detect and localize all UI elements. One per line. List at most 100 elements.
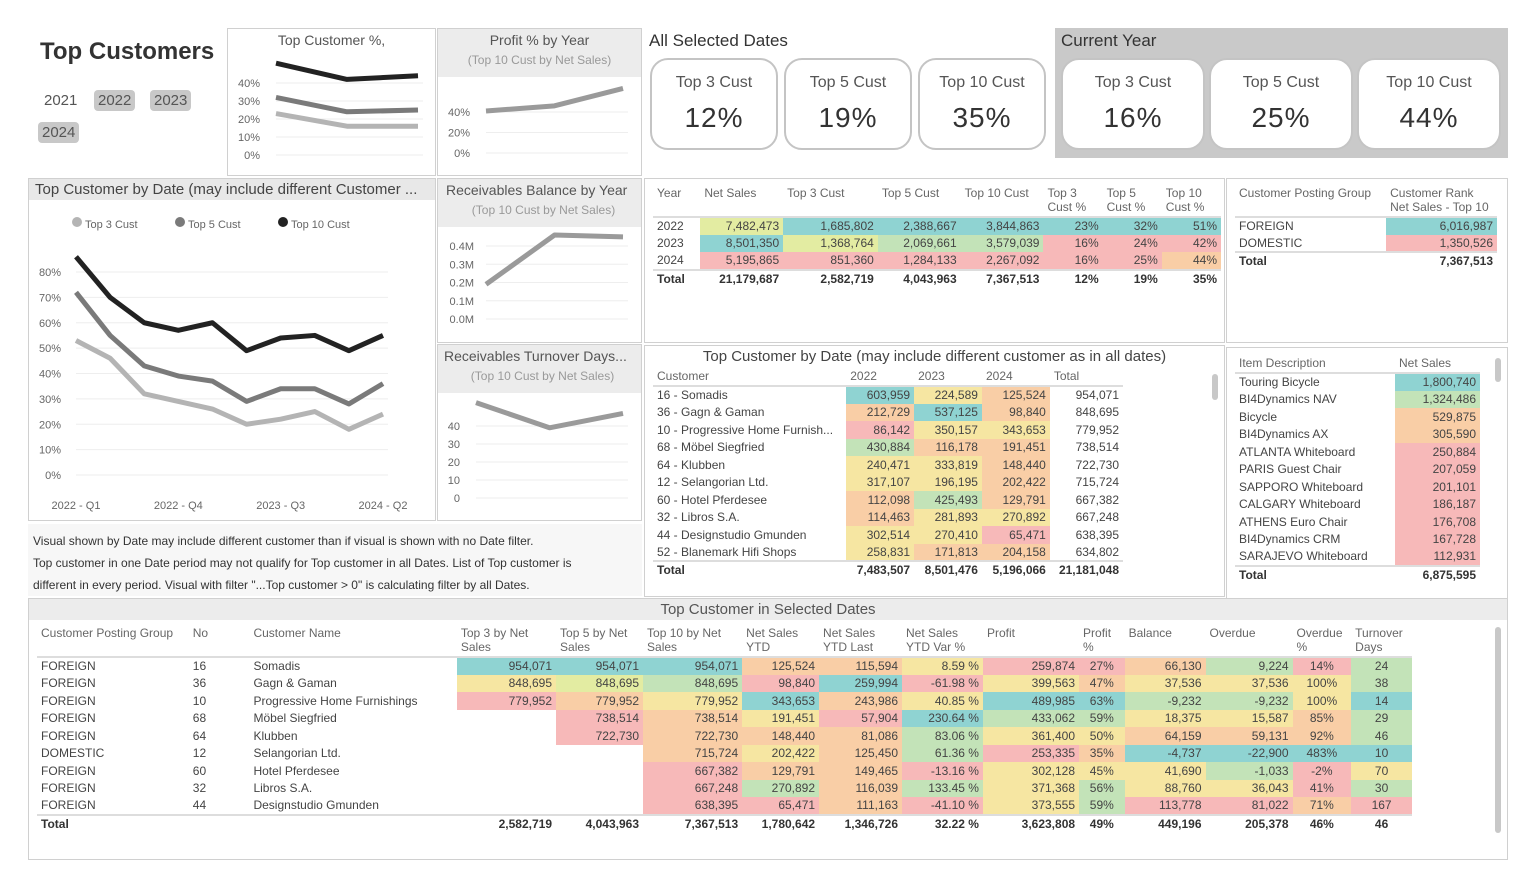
column-header[interactable]: Year bbox=[653, 184, 701, 218]
table-row[interactable]: FOREIGN 64 Klubben 722,730 722,730 148,440 81,… bbox=[37, 727, 1412, 745]
table-row[interactable]: 36 - Gagn & Gaman 212,729 537,125 98,840 848… bbox=[653, 403, 1123, 421]
table-cell: 44% bbox=[1161, 252, 1221, 270]
total-row: Total 21,179,687 2,582,719 4,043,963 7,367,5… bbox=[653, 268, 1221, 287]
table-row[interactable]: 32 - Libros S.A. 114,463 281,893 270,892 667… bbox=[653, 508, 1123, 526]
table-cell bbox=[457, 780, 556, 798]
table-cell: FOREIGN bbox=[41, 676, 96, 691]
total-cell: 46% bbox=[1292, 813, 1352, 832]
column-header[interactable]: Net Sales bbox=[1395, 354, 1480, 374]
y-tick-label: 0% bbox=[244, 150, 260, 162]
year-2021[interactable]: 2021 bbox=[44, 92, 78, 109]
date-table-panel: Top Customer by Date (may include differ… bbox=[644, 345, 1225, 597]
table-cell: 16 - Somadis bbox=[657, 388, 728, 403]
column-header[interactable]: Overdue % bbox=[1292, 624, 1352, 658]
table-cell: 848,695 bbox=[556, 674, 644, 692]
table-cell: 529,875 bbox=[1395, 408, 1480, 426]
table-row[interactable]: DOMESTIC 1,350,526 bbox=[1235, 234, 1497, 252]
column-header[interactable]: Top 10 by Net Sales bbox=[643, 624, 743, 658]
column-header[interactable]: Top 3 Cust % bbox=[1043, 184, 1103, 218]
column-header[interactable]: No bbox=[188, 624, 250, 658]
y-tick-label: 30% bbox=[238, 96, 260, 108]
table-cell: 52 - Blanemark Hifi Shops bbox=[657, 544, 797, 559]
table-cell: 399,563 bbox=[982, 674, 1080, 692]
column-header[interactable]: Net Sales bbox=[700, 184, 784, 218]
column-header[interactable]: 2022 bbox=[846, 367, 915, 387]
table-row[interactable]: BI4Dynamics AX 305,590 bbox=[1235, 425, 1480, 443]
table-cell: 1,685,802 bbox=[783, 217, 878, 235]
table-row[interactable]: FOREIGN 60 Hotel Pferdesee 667,382 129,791 14… bbox=[37, 762, 1412, 780]
table-cell: 715,724 bbox=[643, 744, 743, 762]
table-row[interactable]: BI4Dynamics NAV 1,324,486 bbox=[1235, 390, 1480, 408]
column-header[interactable]: Net Sales YTD Var % bbox=[902, 624, 983, 658]
column-header[interactable]: Net Sales YTD Last bbox=[819, 624, 902, 658]
scrollbar[interactable] bbox=[1495, 627, 1501, 833]
table-row[interactable]: CALGARY Whiteboard 186,187 bbox=[1235, 495, 1480, 513]
column-header[interactable]: Overdue bbox=[1205, 624, 1293, 658]
table-row[interactable]: SAPPORO Whiteboard 201,101 bbox=[1235, 478, 1480, 496]
column-header[interactable]: Top 3 by Net Sales bbox=[456, 624, 557, 658]
column-header[interactable]: Net Sales YTD bbox=[742, 624, 820, 658]
table-row[interactable]: 16 - Somadis 603,959 224,589 125,524 954,071 bbox=[653, 386, 1123, 404]
column-header[interactable]: Item Description bbox=[1235, 354, 1395, 374]
column-header[interactable]: Customer Posting Group bbox=[37, 624, 189, 658]
column-header[interactable]: Profit bbox=[982, 624, 1080, 658]
table-row[interactable]: 52 - Blanemark Hifi Shops 258,831 171,813 2… bbox=[653, 543, 1123, 561]
table-row[interactable]: 2023 8,501,350 1,368,764 2,069,661 3,579,039… bbox=[653, 234, 1221, 252]
table-row[interactable]: SARAJEVO Whiteboard 112,931 bbox=[1235, 548, 1480, 566]
table-row[interactable]: Bicycle 529,875 bbox=[1235, 408, 1480, 426]
table-row[interactable]: FOREIGN 36 Gagn & Gaman 848,695 848,695 848,6… bbox=[37, 674, 1412, 692]
table-row[interactable]: ATLANTA Whiteboard 250,884 bbox=[1235, 443, 1480, 461]
column-header[interactable]: Customer bbox=[653, 367, 847, 387]
column-header[interactable]: Top 10 Cust % bbox=[1161, 184, 1221, 218]
table-row[interactable]: FOREIGN 68 Möbel Siegfried 738,514 738,514 19… bbox=[37, 709, 1412, 727]
column-header[interactable]: Top 10 Cust bbox=[960, 184, 1044, 218]
column-header[interactable]: Top 5 Cust bbox=[877, 184, 961, 218]
column-header[interactable]: Customer Name bbox=[249, 624, 457, 658]
column-header[interactable]: Top 5 Cust % bbox=[1102, 184, 1162, 218]
table-row[interactable]: 2022 7,482,473 1,685,802 2,388,667 3,844,863… bbox=[653, 217, 1221, 235]
table-row[interactable]: 12 - Selangorian Ltd. 317,107 196,195 202,4… bbox=[653, 473, 1123, 491]
table-row[interactable]: DOMESTIC 12 Selangorian Ltd. 715,724 202,422… bbox=[37, 744, 1412, 762]
table-row[interactable]: Touring Bicycle 1,800,740 bbox=[1235, 373, 1480, 391]
card-label: Top 5 Cust bbox=[809, 74, 887, 91]
table-row[interactable]: 68 - Möbel Siegfried 430,884 116,178 191,45… bbox=[653, 438, 1123, 456]
column-header[interactable]: Top 3 Cust bbox=[783, 184, 878, 218]
table-row[interactable]: FOREIGN 16 Somadis 954,071 954,071 954,071 125… bbox=[37, 657, 1412, 675]
table-cell: 954,071 bbox=[643, 657, 743, 675]
table-row[interactable]: FOREIGN 6,016,987 bbox=[1235, 217, 1497, 235]
table-cell: 12 bbox=[192, 746, 207, 761]
table-cell: 112,931 bbox=[1395, 548, 1480, 566]
column-header[interactable]: Total bbox=[1049, 367, 1123, 387]
table-row[interactable]: ATHENS Euro Chair 176,708 bbox=[1235, 513, 1480, 531]
year-2024[interactable]: 2024 bbox=[38, 122, 80, 143]
total-cell: 12% bbox=[1043, 268, 1103, 287]
total-cell: 6,875,595 bbox=[1395, 564, 1480, 583]
scrollbar[interactable] bbox=[1212, 374, 1218, 400]
column-header[interactable]: 2024 bbox=[981, 367, 1050, 387]
column-header[interactable]: Top 5 by Net Sales bbox=[556, 624, 644, 658]
table-cell: 65,471 bbox=[742, 797, 820, 815]
column-header[interactable]: Turnover Days bbox=[1351, 624, 1412, 658]
table-row[interactable]: FOREIGN 10 Progressive Home Furnishings 779… bbox=[37, 692, 1412, 710]
column-header[interactable]: Profit % bbox=[1079, 624, 1125, 658]
column-header[interactable]: Balance bbox=[1124, 624, 1206, 658]
table-row[interactable]: 64 - Klubben 240,471 333,819 148,440 722,730 bbox=[653, 456, 1123, 474]
table-row[interactable]: 2024 5,195,865 851,360 1,284,133 2,267,092 16… bbox=[653, 252, 1221, 270]
column-header[interactable]: 2023 bbox=[914, 367, 982, 387]
table-cell: 302,128 bbox=[982, 762, 1080, 780]
table-cell: 243,986 bbox=[819, 692, 902, 710]
table-row[interactable]: PARIS Guest Chair 207,059 bbox=[1235, 460, 1480, 478]
total-row: Total 2,582,719 4,043,963 7,367,513 1,780,64… bbox=[37, 813, 1412, 832]
column-header[interactable]: Customer Posting Group bbox=[1235, 184, 1387, 218]
table-cell: FOREIGN bbox=[41, 798, 96, 813]
table-row[interactable]: 44 - Designstudio Gmunden 302,514 270,410 6… bbox=[653, 526, 1123, 544]
table-row[interactable]: FOREIGN 32 Libros S.A. 667,248 270,892 116,03… bbox=[37, 779, 1412, 798]
table-row[interactable]: 10 - Progressive Home Furnish... 86,142 35… bbox=[653, 421, 1123, 439]
scrollbar[interactable] bbox=[1495, 358, 1501, 382]
year-2023[interactable]: 2023 bbox=[150, 90, 192, 111]
table-row[interactable]: 60 - Hotel Pferdesee 112,098 425,493 129,79… bbox=[653, 491, 1123, 509]
table-row[interactable]: FOREIGN 44 Designstudio Gmunden 638,395 65,4… bbox=[37, 797, 1412, 815]
table-row[interactable]: BI4Dynamics CRM 167,728 bbox=[1235, 530, 1480, 548]
year-2022[interactable]: 2022 bbox=[94, 90, 136, 111]
column-header[interactable]: Customer Rank Net Sales - Top 10 bbox=[1386, 184, 1497, 218]
